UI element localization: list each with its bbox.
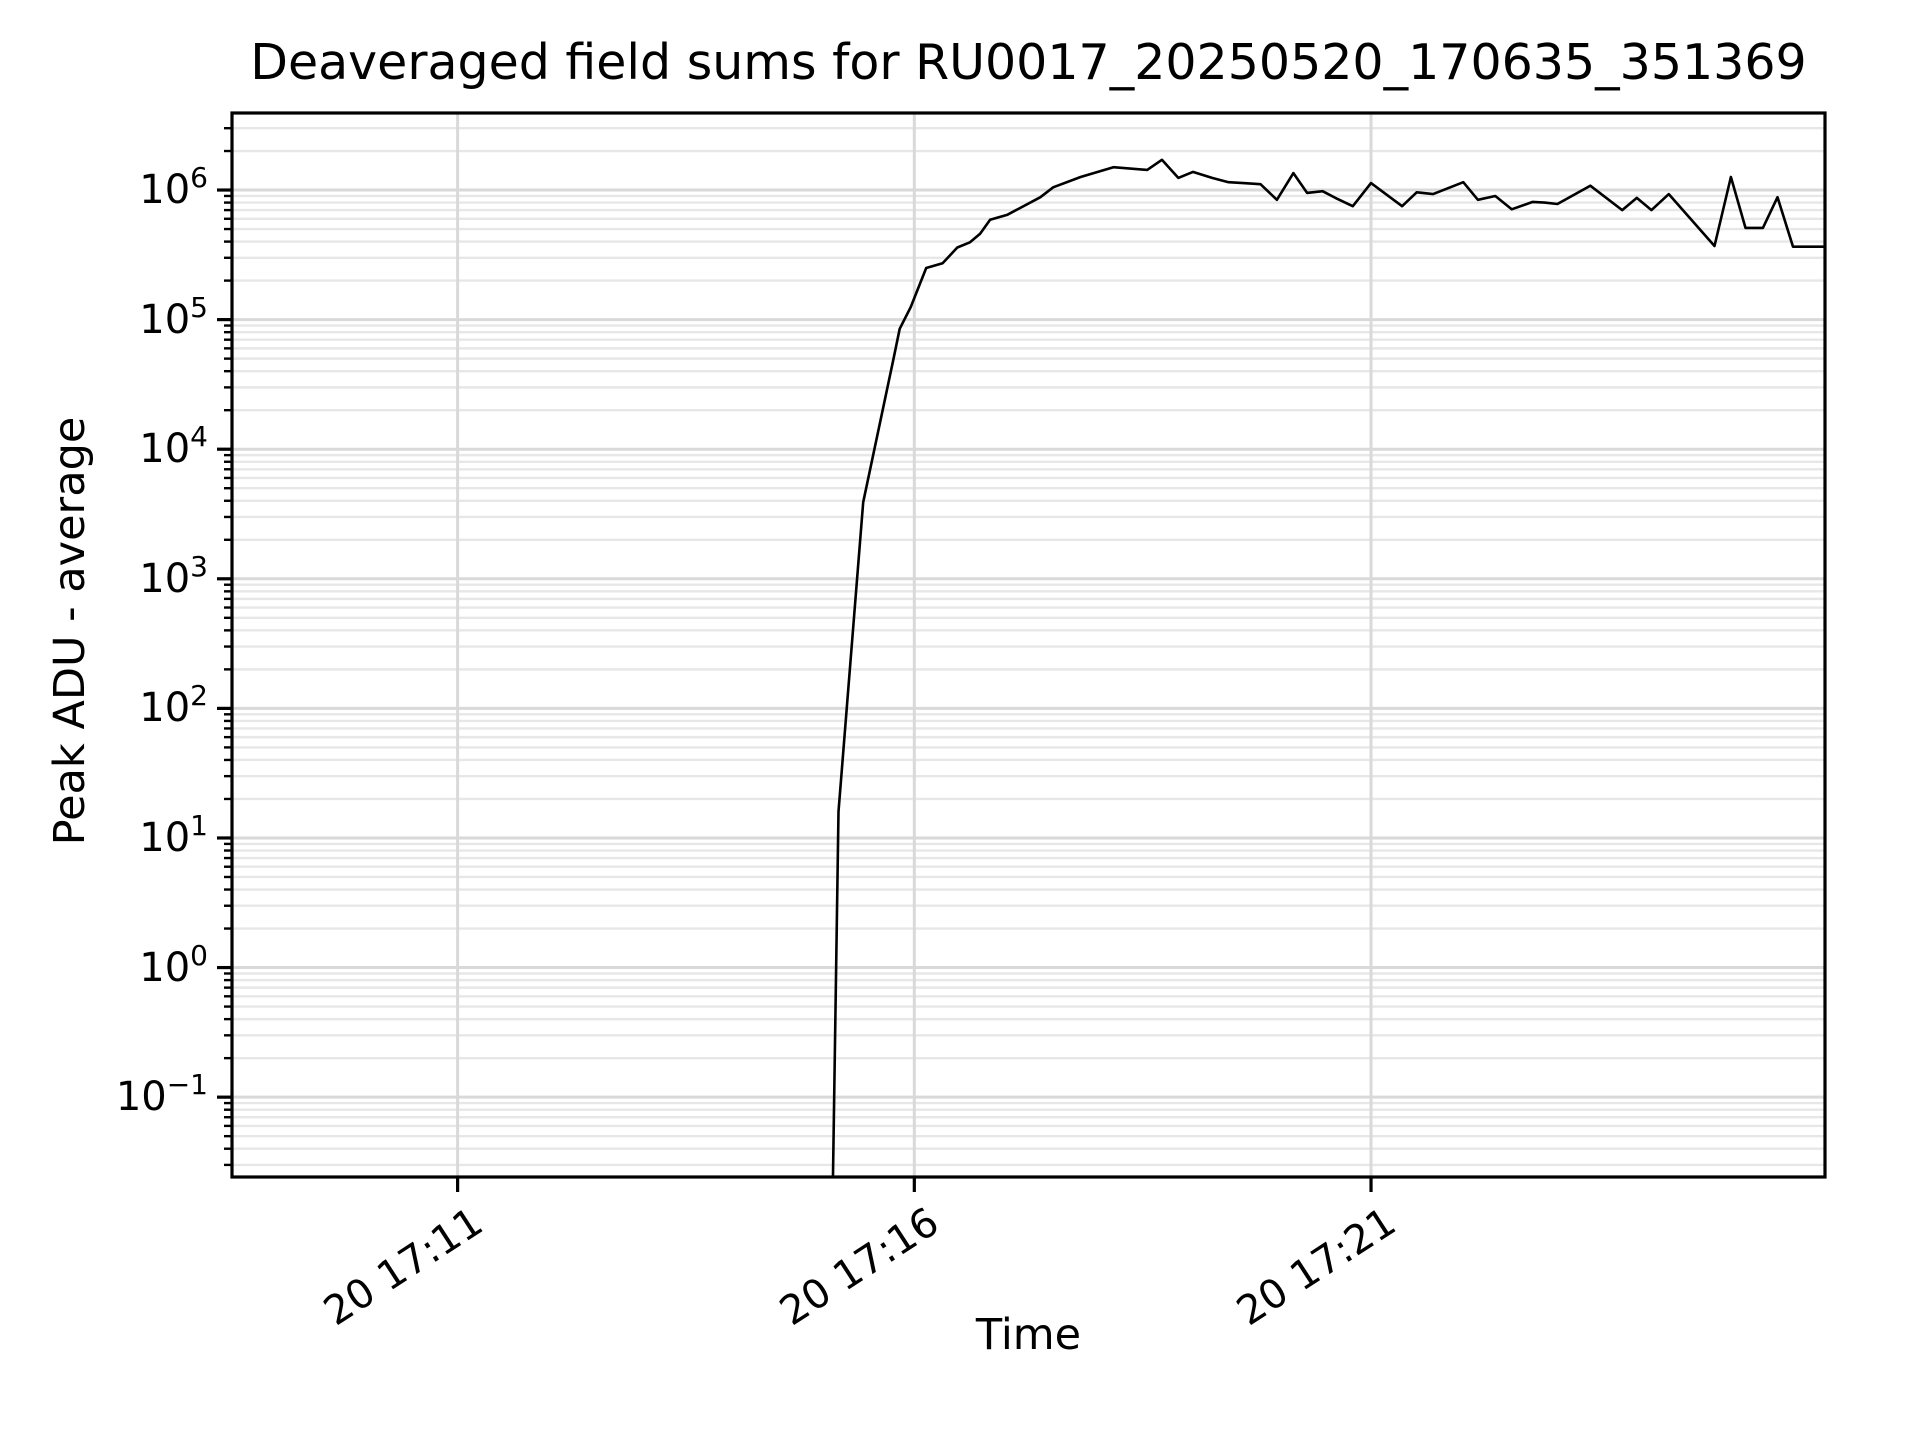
y-tick-mantissa: 10 [139, 555, 191, 602]
data-line [831, 158, 1827, 1177]
y-tick-label: 100 [139, 938, 208, 995]
grid-minor-lines [232, 126, 1825, 1167]
x-axis-label: Time [975, 1310, 1082, 1360]
y-tick-mantissa: 10 [139, 944, 191, 991]
y-tick-label: 106 [139, 161, 208, 217]
y-axis-label: Peak ADU - average [45, 416, 95, 846]
y-tick-exponent: 2 [190, 679, 208, 713]
y-tick-exponent: 4 [190, 420, 208, 454]
y-tick-mantissa: 10 [139, 426, 191, 473]
y-tick-exponent: −1 [166, 1068, 208, 1102]
y-tick-mantissa: 10 [115, 1074, 167, 1121]
grid-major-lines [232, 113, 1825, 1177]
axis-tick-marks [217, 126, 1373, 1192]
y-tick-mantissa: 10 [139, 296, 191, 343]
y-tick-exponent: 5 [190, 290, 208, 324]
y-tick-label: 102 [139, 679, 208, 735]
y-tick-exponent: 3 [190, 549, 208, 583]
y-tick-exponent: 6 [190, 161, 208, 195]
y-tick-exponent: 0 [190, 938, 208, 972]
axes-spines [230, 111, 1827, 1179]
y-tick-exponent: 1 [190, 808, 208, 842]
y-tick-mantissa: 10 [139, 685, 191, 732]
y-tick-label: 10−1 [115, 1068, 208, 1124]
y-tick-label: 105 [139, 290, 208, 347]
y-tick-label: 101 [139, 808, 208, 865]
y-tick-label: 103 [139, 549, 208, 606]
y-tick-mantissa: 10 [139, 167, 191, 214]
chart-title: Deaveraged field sums for RU0017_2025052… [250, 34, 1807, 91]
y-tick-mantissa: 10 [139, 814, 191, 861]
y-tick-label: 104 [139, 420, 208, 476]
